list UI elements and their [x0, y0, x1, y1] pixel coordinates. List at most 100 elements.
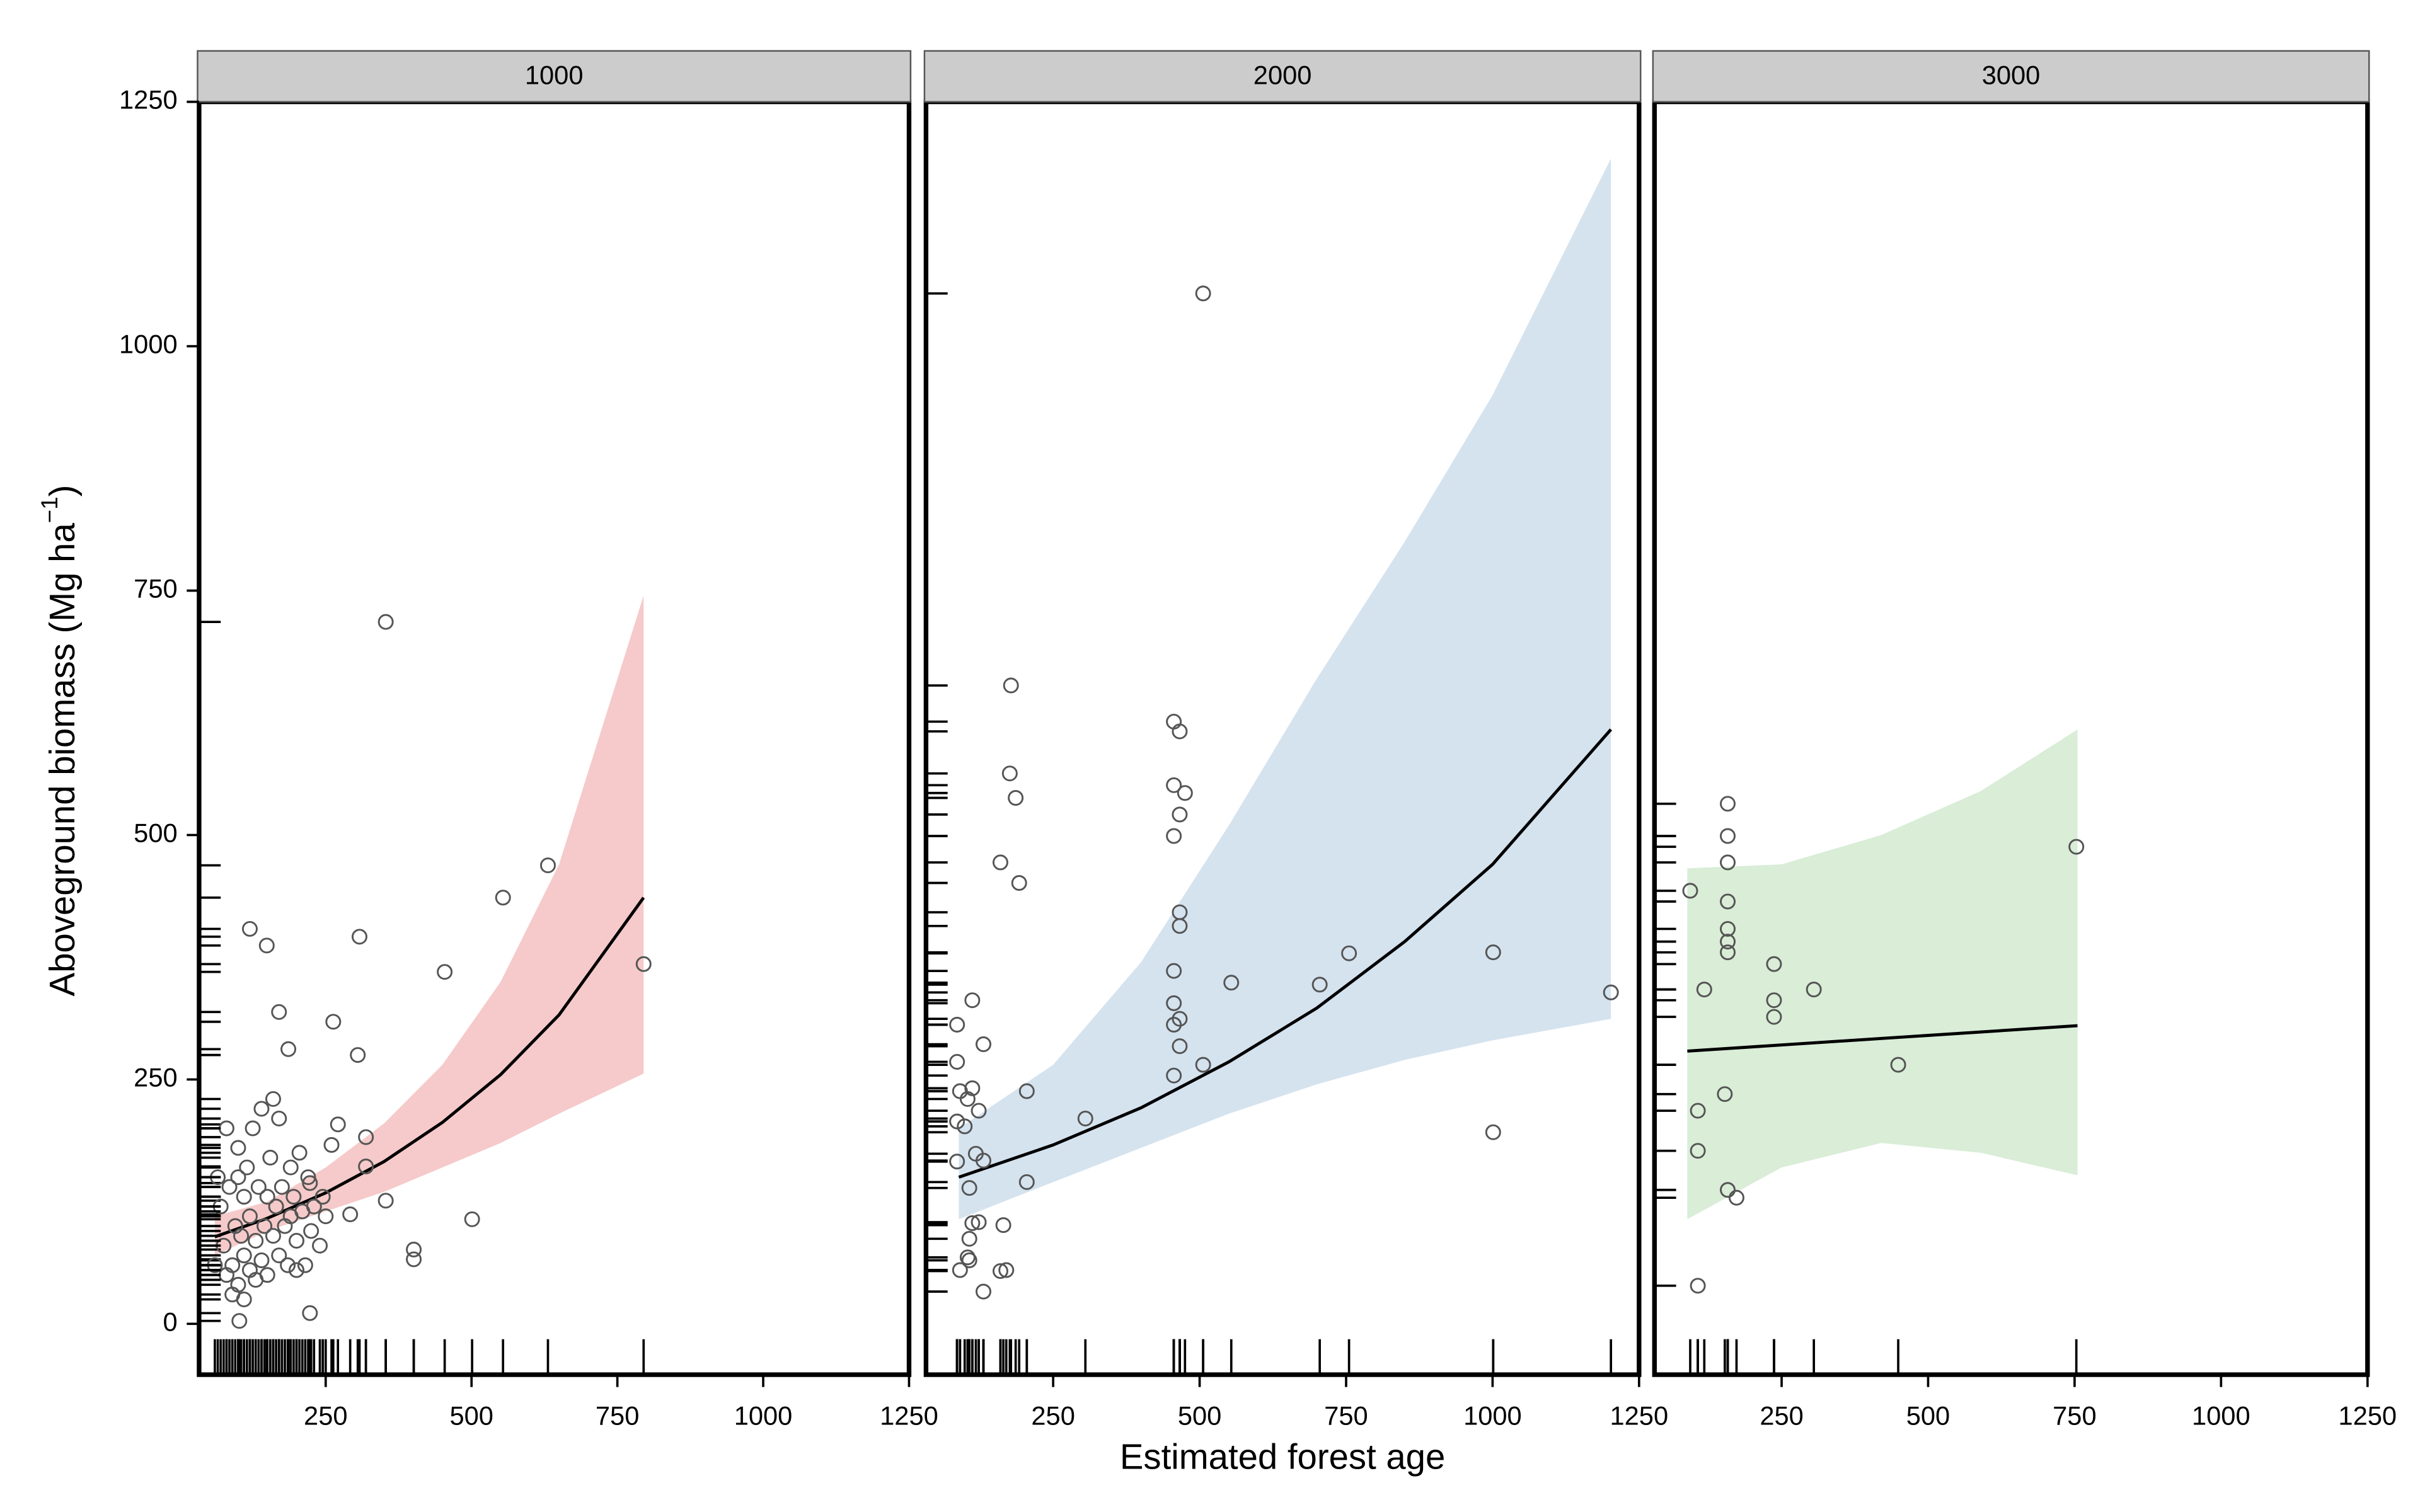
data-point — [1001, 765, 1018, 782]
data-point — [230, 1140, 246, 1156]
data-point — [1690, 1102, 1706, 1119]
data-point — [957, 1118, 973, 1135]
data-point — [949, 1113, 965, 1130]
fit-line — [958, 728, 1613, 1179]
data-point — [949, 1053, 965, 1070]
data-point — [268, 1198, 284, 1215]
data-point — [358, 1129, 374, 1145]
data-point — [342, 1206, 359, 1223]
data-point — [1720, 934, 1736, 950]
data-point — [230, 1169, 246, 1186]
data-point — [262, 1150, 279, 1166]
confidence-band — [1687, 729, 2078, 1220]
y-tick-label: 0 — [163, 1307, 177, 1336]
y-tick-label: 1000 — [119, 329, 178, 359]
data-point — [1011, 875, 1027, 891]
data-point — [964, 1080, 981, 1096]
data-point — [231, 1313, 248, 1329]
x-tick-label: 250 — [1031, 1401, 1075, 1431]
data-point — [318, 1208, 334, 1225]
data-point — [1172, 1011, 1188, 1027]
data-point — [1166, 828, 1182, 844]
x-tick-label: 750 — [596, 1401, 639, 1431]
data-point — [1223, 975, 1240, 991]
data-point — [233, 1228, 250, 1244]
x-tick-label: 1000 — [1463, 1401, 1522, 1431]
data-point — [635, 956, 652, 972]
data-point — [1485, 944, 1501, 961]
data-point — [271, 1004, 287, 1020]
data-point — [495, 890, 511, 906]
data-point — [1018, 1174, 1035, 1190]
x-tick-label: 1250 — [880, 1401, 938, 1431]
x-tick-label: 500 — [1178, 1401, 1221, 1431]
data-point — [992, 1263, 1008, 1280]
data-point — [1720, 854, 1736, 871]
data-point — [406, 1251, 422, 1268]
data-point — [1077, 1110, 1093, 1126]
x-tick-label: 1250 — [2338, 1401, 2397, 1431]
strip — [923, 50, 1642, 103]
x-tick-label: 750 — [2053, 1401, 2096, 1431]
data-point — [995, 1217, 1011, 1234]
data-point — [280, 1257, 296, 1273]
x-tick-label: 750 — [1324, 1401, 1368, 1431]
data-point — [271, 1247, 287, 1264]
y-tick-label: 500 — [134, 818, 177, 847]
data-point — [998, 1262, 1015, 1278]
data-point — [1728, 1189, 1744, 1206]
data-point — [959, 1249, 976, 1266]
data-point — [265, 1091, 281, 1107]
data-point — [241, 920, 258, 937]
strip-label: 1000 — [525, 60, 584, 89]
data-point — [1766, 956, 1782, 972]
confidence-band — [214, 595, 644, 1256]
data-point — [1172, 1038, 1188, 1055]
data-point — [1603, 984, 1619, 1000]
data-point — [1172, 918, 1188, 934]
data-point — [300, 1169, 316, 1186]
y-axis-label-main: Aboveground biomass (Mg ha — [42, 523, 82, 997]
data-point — [377, 1193, 394, 1209]
data-point — [265, 1228, 281, 1244]
data-point — [245, 1120, 261, 1137]
data-point — [1003, 677, 1019, 694]
data-point — [1720, 920, 1736, 937]
data-point — [291, 1145, 308, 1161]
data-point — [289, 1262, 304, 1278]
data-point — [971, 1214, 987, 1230]
x-tick-label: 1000 — [2192, 1401, 2250, 1431]
data-point — [1806, 982, 1822, 998]
x-tick-label: 1000 — [734, 1401, 793, 1431]
data-point — [241, 1208, 258, 1225]
data-point — [1690, 1143, 1706, 1159]
data-point — [351, 929, 367, 945]
data-point — [271, 1110, 287, 1126]
data-point — [1720, 796, 1736, 812]
data-point — [236, 1247, 252, 1264]
data-point — [350, 1047, 366, 1063]
data-point — [218, 1120, 234, 1137]
data-point — [961, 1180, 977, 1196]
x-tick-label: 250 — [1760, 1401, 1803, 1431]
data-point — [248, 1232, 264, 1249]
data-point — [976, 1283, 991, 1300]
data-point — [2068, 839, 2085, 855]
strip-label: 2000 — [1253, 60, 1312, 89]
data-point — [1696, 982, 1712, 998]
data-point — [302, 1305, 318, 1321]
data-point — [280, 1041, 297, 1057]
y-axis-label-end: ) — [42, 485, 82, 497]
data-point — [259, 1189, 275, 1205]
data-point — [992, 854, 1008, 871]
strip — [1652, 50, 2370, 103]
data-point — [325, 1014, 342, 1030]
data-point — [964, 992, 981, 1009]
data-point — [1195, 285, 1211, 302]
data-point — [1485, 1124, 1501, 1140]
data-point — [248, 1272, 264, 1288]
data-point — [1311, 976, 1328, 993]
data-point — [1166, 777, 1182, 793]
data-point — [1166, 1067, 1182, 1084]
